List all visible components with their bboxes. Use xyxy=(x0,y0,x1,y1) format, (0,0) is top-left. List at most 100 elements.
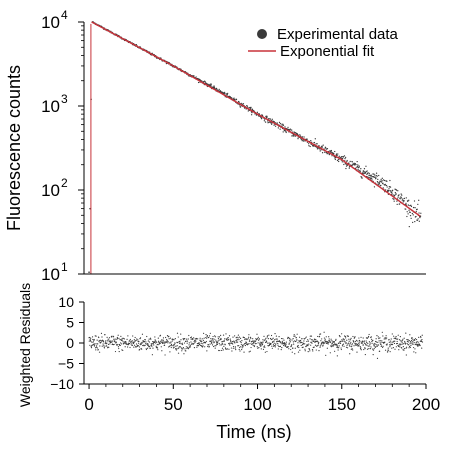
residual-point xyxy=(155,345,157,347)
data-point xyxy=(289,128,292,130)
residual-point xyxy=(244,338,246,340)
data-point xyxy=(318,148,320,150)
residual-point xyxy=(161,350,163,352)
residual-point xyxy=(309,338,311,340)
residual-point xyxy=(130,343,132,345)
residual-point xyxy=(243,351,245,353)
data-point xyxy=(385,184,388,187)
residual-point xyxy=(278,336,280,338)
residual-point xyxy=(138,340,140,343)
residual-point xyxy=(300,344,302,347)
data-point xyxy=(316,143,318,145)
residual-point xyxy=(213,338,215,340)
residual-point xyxy=(193,340,195,343)
residual-point xyxy=(112,340,114,342)
residual-point xyxy=(398,339,401,341)
residual-point xyxy=(274,346,276,348)
data-point xyxy=(376,180,379,183)
data-point xyxy=(388,188,390,190)
data-point xyxy=(271,118,273,120)
data-point xyxy=(260,118,263,120)
residual-point xyxy=(390,340,392,342)
residual-point xyxy=(395,335,397,338)
data-point xyxy=(378,183,380,185)
data-point xyxy=(197,81,200,84)
residual-point xyxy=(417,341,419,343)
data-point xyxy=(395,189,398,191)
data-point xyxy=(410,204,412,206)
residual-point xyxy=(105,340,107,342)
residual-point xyxy=(297,344,299,347)
residual-point xyxy=(301,344,304,346)
residual-point xyxy=(356,343,359,346)
residual-point xyxy=(225,348,227,350)
residual-point xyxy=(98,351,101,353)
residual-point xyxy=(103,344,105,346)
data-point xyxy=(282,131,284,133)
residual-point xyxy=(147,340,149,342)
residual-point xyxy=(273,340,275,342)
residual-point xyxy=(217,336,219,338)
x-tick-label: 200 xyxy=(412,395,440,414)
residual-point xyxy=(167,342,169,344)
residual-point xyxy=(296,333,298,335)
residual-point xyxy=(89,339,91,342)
residual-point xyxy=(230,347,232,349)
residual-point xyxy=(252,341,255,343)
residual-point xyxy=(416,340,418,343)
residual-point xyxy=(399,336,401,338)
residual-point xyxy=(196,337,198,340)
residual-point xyxy=(412,338,414,340)
residual-point xyxy=(375,338,377,340)
data-point xyxy=(400,197,403,199)
residual-point xyxy=(408,347,410,349)
residual-point xyxy=(310,344,312,346)
data-point xyxy=(238,101,240,103)
residual-point xyxy=(217,341,219,344)
residual-point xyxy=(174,342,176,344)
residual-point xyxy=(93,339,95,342)
residual-point xyxy=(259,344,261,346)
data-point xyxy=(360,168,362,170)
x-tick-label: 150 xyxy=(328,395,356,414)
data-point xyxy=(381,177,383,179)
residual-point xyxy=(187,347,189,349)
data-point xyxy=(337,158,340,161)
residual-point xyxy=(271,347,273,349)
data-point xyxy=(235,98,238,101)
residual-point xyxy=(149,347,151,349)
residual-point xyxy=(379,337,381,339)
residual-point xyxy=(320,342,323,345)
residual-point xyxy=(160,346,162,348)
residual-point xyxy=(350,341,352,343)
residual-point xyxy=(342,343,345,345)
residual-point xyxy=(295,340,297,342)
residual-point xyxy=(91,341,93,344)
data-point xyxy=(368,172,370,175)
data-point xyxy=(256,111,259,113)
residual-point xyxy=(399,346,401,348)
residual-point xyxy=(103,347,106,349)
residual-point xyxy=(392,341,394,343)
residual-point xyxy=(339,342,342,344)
residual-point xyxy=(131,340,133,342)
residual-point xyxy=(277,342,279,345)
residual-point xyxy=(223,340,225,342)
data-point xyxy=(301,140,303,142)
residual-point xyxy=(89,338,91,340)
residual-point xyxy=(127,335,129,337)
residual-point xyxy=(304,343,306,345)
residual-point xyxy=(291,351,293,353)
residual-point xyxy=(266,341,268,343)
data-point xyxy=(291,129,293,131)
residual-point xyxy=(400,341,402,343)
data-point xyxy=(341,157,344,160)
data-point xyxy=(417,203,419,206)
data-point xyxy=(407,204,410,206)
data-point xyxy=(408,199,410,201)
residual-point xyxy=(401,342,403,344)
data-point xyxy=(416,208,418,210)
residual-point xyxy=(397,334,399,336)
residual-point xyxy=(182,347,184,349)
data-point xyxy=(195,76,197,78)
